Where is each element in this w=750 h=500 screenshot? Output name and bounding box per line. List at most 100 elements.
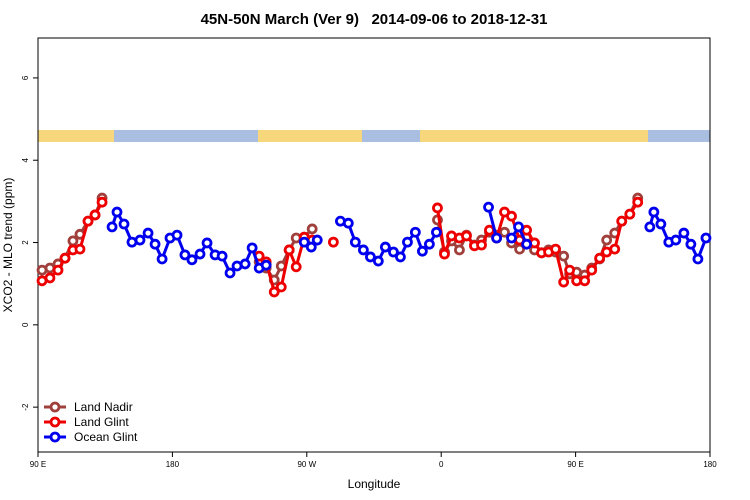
point [616,215,628,227]
point [601,234,613,246]
point [246,242,258,254]
point [491,232,503,244]
point [239,258,251,270]
point [290,261,302,273]
point [111,206,123,218]
point [171,229,183,241]
point [44,272,56,284]
point [483,201,494,213]
point [52,264,64,276]
legend-marker [49,431,61,443]
x-tick-label: 180 [703,460,717,469]
point [454,244,465,256]
x-tick-label: 90 E [567,460,583,469]
point [431,226,442,238]
point [89,209,101,221]
chart-title: 45N-50N March (Ver 9) 2014-09-06 to 2018… [201,11,548,28]
x-tick-label: 0 [439,460,444,469]
point [424,238,435,250]
point [558,276,570,288]
point [59,252,71,264]
point [550,243,561,255]
y-tick-label: -2 [21,403,30,411]
point [82,215,94,227]
x-tick-label: 180 [166,460,180,469]
x-tick-label: 90 E [30,460,46,469]
legend-marker [49,416,61,428]
point [275,281,287,293]
point [201,237,213,249]
legend-label: Land Glint [74,415,129,429]
point [586,264,598,276]
land-band [420,130,648,142]
y-axis-label: XCO2 - MLO trend (ppm) [1,178,15,313]
point [678,227,690,239]
point [74,243,86,255]
point [476,239,487,251]
y-tick-label: 2 [21,240,30,245]
point [260,259,272,271]
point [395,251,406,263]
point [349,236,361,248]
x-axis-label: Longitude [348,477,401,491]
legend-label: Land Nadir [74,400,133,414]
point [268,286,280,298]
point [305,241,317,253]
point [416,245,428,257]
point [298,236,310,248]
point [372,255,384,267]
point [379,241,391,253]
point [692,253,704,265]
point [506,210,517,222]
point [311,234,323,246]
point [388,246,399,258]
point [700,232,712,244]
point [521,238,533,250]
point [513,221,524,233]
point [365,251,376,263]
point [685,238,697,250]
point [306,223,318,235]
legend-marker [49,401,61,413]
point [439,248,450,260]
x-tick-label: 90 W [297,460,316,469]
point [624,208,636,220]
point [655,218,667,230]
point [106,221,118,233]
point [402,236,413,248]
point [142,227,154,239]
point [179,249,191,261]
y-tick-label: 4 [21,157,30,162]
point [632,196,644,208]
point [96,196,108,208]
point [484,224,495,236]
point [149,238,161,250]
y-tick-label: 6 [21,75,30,80]
point [644,221,656,233]
y-tick-label: 0 [21,322,30,327]
point [134,234,146,246]
plot-frame [37,37,711,453]
point [461,230,472,242]
point [564,264,576,276]
point [558,250,570,262]
point [224,267,236,279]
point [579,275,591,287]
point [594,252,606,264]
point [648,206,660,218]
point [357,244,369,256]
point [194,248,206,260]
point [67,235,79,247]
point [216,250,228,262]
land-band [38,130,114,142]
map-strip [38,130,710,142]
point [609,243,621,255]
legend-label: Ocean Glint [74,430,138,444]
point [283,244,295,256]
point [118,218,130,230]
land-band [258,130,362,142]
point [432,202,443,214]
point [506,232,517,244]
point [409,226,421,238]
